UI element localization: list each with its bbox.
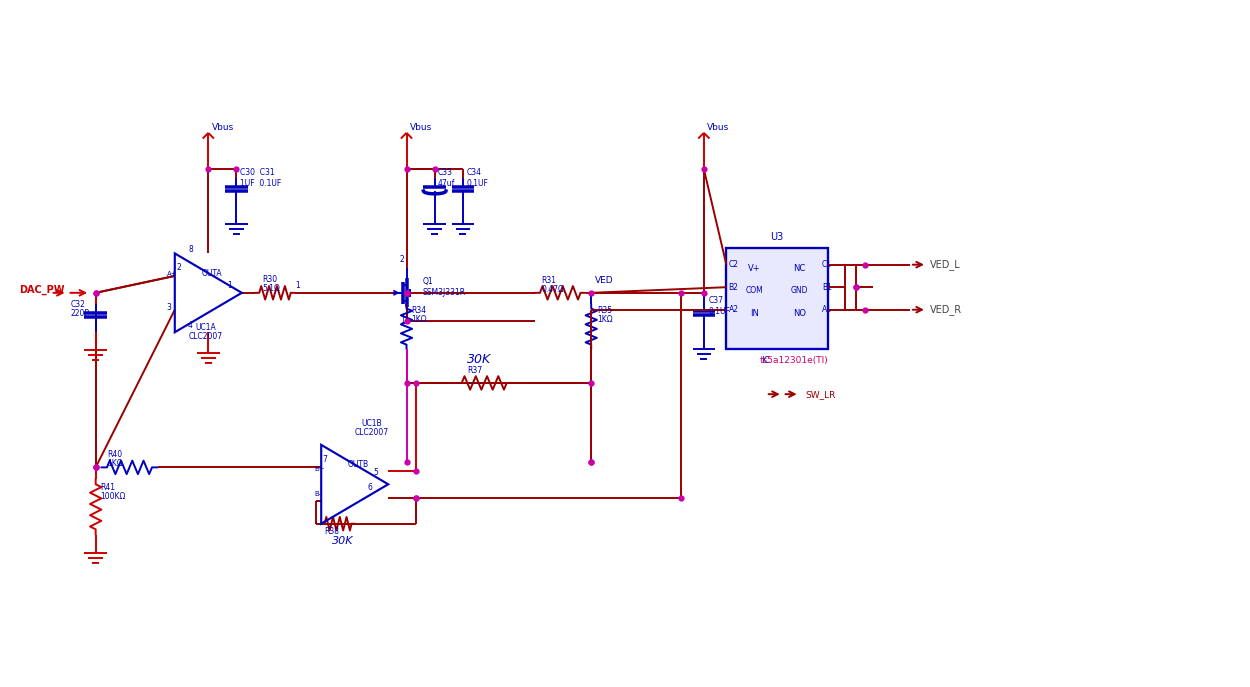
Bar xyxy=(726,248,828,349)
Text: SSM3J331R: SSM3J331R xyxy=(422,288,465,297)
Text: U3: U3 xyxy=(770,232,784,242)
Text: VED_R: VED_R xyxy=(930,304,962,315)
Text: NC: NC xyxy=(794,264,806,273)
Text: B-: B- xyxy=(315,491,321,497)
Text: R41: R41 xyxy=(100,483,115,492)
Text: B+: B+ xyxy=(315,466,325,472)
Text: IC: IC xyxy=(761,356,770,365)
Text: V+: V+ xyxy=(749,264,761,273)
Text: 100KΩ: 100KΩ xyxy=(100,492,125,501)
Text: OUTA: OUTA xyxy=(201,269,222,278)
Text: OUTB: OUTB xyxy=(348,460,369,469)
Text: NO: NO xyxy=(792,308,806,317)
Text: Vbus: Vbus xyxy=(410,122,432,131)
Text: CLC2007: CLC2007 xyxy=(189,332,222,341)
Text: R31: R31 xyxy=(541,275,556,284)
Text: 8: 8 xyxy=(188,245,192,254)
Text: 5: 5 xyxy=(374,469,379,477)
Text: R37: R37 xyxy=(468,365,482,375)
Text: 1UF  0.1UF: 1UF 0.1UF xyxy=(240,179,281,188)
Text: 1: 1 xyxy=(295,281,300,291)
Text: 2: 2 xyxy=(176,263,181,272)
Polygon shape xyxy=(406,289,410,296)
Text: C37: C37 xyxy=(709,296,724,305)
Text: C2: C2 xyxy=(729,260,739,269)
Text: C33: C33 xyxy=(438,168,452,177)
Text: C32: C32 xyxy=(71,300,86,309)
Text: 7: 7 xyxy=(322,455,328,464)
Text: Q1: Q1 xyxy=(422,277,432,286)
Text: R34: R34 xyxy=(411,306,426,315)
Text: 1KΩ: 1KΩ xyxy=(596,315,612,324)
Text: Vbus: Vbus xyxy=(707,122,730,131)
Text: 1: 1 xyxy=(228,281,232,291)
Text: ......: ...... xyxy=(468,377,481,386)
Text: B1: B1 xyxy=(822,282,832,292)
Text: 4: 4 xyxy=(188,321,192,330)
Text: 0.1UF: 0.1UF xyxy=(466,179,488,188)
Text: R40: R40 xyxy=(107,450,122,459)
Text: 1KΩ: 1KΩ xyxy=(411,315,426,324)
Text: 30K: 30K xyxy=(468,352,491,365)
Text: B2: B2 xyxy=(729,282,739,292)
Text: C34: C34 xyxy=(466,168,481,177)
Text: A2: A2 xyxy=(729,305,739,314)
Bar xyxy=(845,264,856,310)
Text: 0.1UF: 0.1UF xyxy=(709,307,730,316)
Text: ts5a12301e(TI): ts5a12301e(TI) xyxy=(760,356,829,365)
Text: 2: 2 xyxy=(400,256,405,264)
Text: C1: C1 xyxy=(822,260,832,269)
Text: CLC2007: CLC2007 xyxy=(355,428,389,437)
Text: 220P: 220P xyxy=(71,309,90,319)
Text: C30  C31: C30 C31 xyxy=(240,168,275,177)
Text: Vbus: Vbus xyxy=(211,122,234,131)
Text: COM: COM xyxy=(746,286,764,295)
Text: R30: R30 xyxy=(262,275,278,284)
Text: DAC_PW: DAC_PW xyxy=(19,285,65,295)
Text: GND: GND xyxy=(791,286,809,295)
Text: IN: IN xyxy=(750,308,759,317)
Text: UC1B: UC1B xyxy=(361,418,382,428)
Text: 3: 3 xyxy=(168,303,171,312)
Text: UC1A: UC1A xyxy=(196,323,216,332)
Text: A+: A+ xyxy=(168,271,177,277)
Text: VED: VED xyxy=(595,275,614,284)
Text: 6: 6 xyxy=(368,483,372,492)
Text: 5.1Ω: 5.1Ω xyxy=(262,284,280,293)
Text: 0.47Ω: 0.47Ω xyxy=(541,284,565,294)
Text: A1: A1 xyxy=(822,305,832,314)
Text: SW_LR: SW_LR xyxy=(805,390,835,398)
Text: 47uf: 47uf xyxy=(438,179,455,188)
Text: R38: R38 xyxy=(325,527,340,536)
Text: VED_L: VED_L xyxy=(930,259,961,270)
Text: R35: R35 xyxy=(596,306,612,315)
Text: 30K: 30K xyxy=(332,536,354,546)
Text: 1: 1 xyxy=(400,316,405,325)
Text: 1KΩ: 1KΩ xyxy=(107,459,122,469)
